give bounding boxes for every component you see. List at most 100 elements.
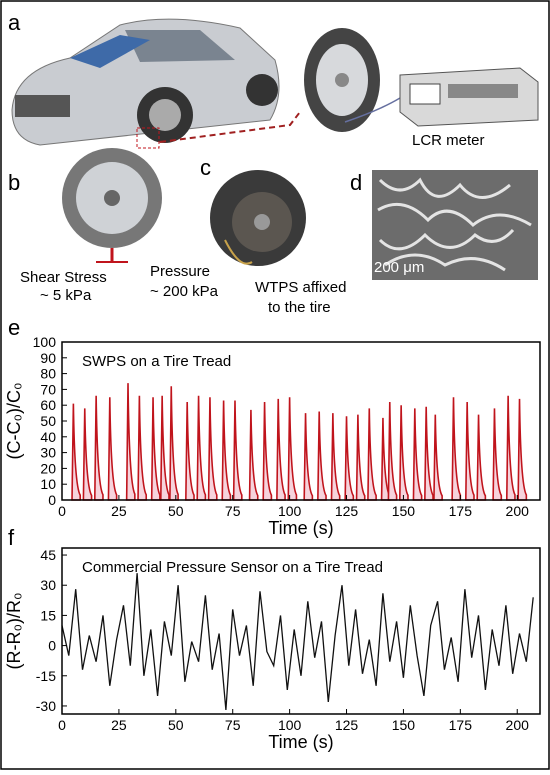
x-tick-label: 25 (111, 503, 127, 519)
spike (196, 395, 207, 501)
x-tick-label: 50 (168, 503, 184, 519)
annotation: SWPS on a Tire Tread (82, 353, 231, 370)
panel-label: c (200, 155, 211, 180)
pressure-value: ~ 200 kPa (150, 283, 219, 300)
y-tick-label: 60 (40, 397, 56, 413)
annotation: Commercial Pressure Sensor on a Tire Tre… (82, 559, 383, 576)
sem-image (372, 170, 538, 280)
spike (262, 402, 273, 501)
spike (248, 409, 259, 501)
x-tick-label: 75 (225, 503, 241, 519)
y-tick-label: 100 (33, 334, 57, 350)
wire (344, 97, 401, 123)
panel-label: e (8, 315, 20, 340)
spike (412, 408, 423, 501)
spike (398, 405, 409, 501)
spike (221, 400, 232, 501)
panel-label: b (8, 170, 20, 195)
x-tick-label: 0 (58, 503, 66, 519)
panel-label: a (8, 10, 21, 35)
x-tick-label: 150 (392, 717, 416, 733)
y-tick-label: 30 (40, 577, 56, 593)
spike (93, 395, 104, 501)
y-tick-label: 40 (40, 429, 56, 445)
lcr-meter (399, 67, 539, 127)
x-tick-label: 50 (168, 717, 184, 733)
x-tick-label: 125 (335, 503, 359, 519)
spike (125, 383, 136, 501)
y-tick-label: 20 (40, 460, 56, 476)
dashed-arrow (159, 111, 301, 143)
spike (303, 413, 314, 501)
x-tick-label: 175 (449, 717, 473, 733)
x-tick-label: 200 (506, 717, 530, 733)
spike (207, 397, 218, 501)
car-illustration (11, 18, 280, 149)
pressure-label: Pressure (150, 263, 210, 280)
y-tick-label: 0 (48, 638, 56, 654)
shear-label: Shear Stress (20, 269, 107, 286)
spike (476, 414, 487, 501)
x-tick-label: 100 (278, 717, 302, 733)
wheel-illustration (62, 148, 162, 263)
y-axis-title: (R-R₀)/R₀ (4, 593, 24, 670)
plot-frame (61, 547, 541, 715)
y-tick-label: 80 (40, 366, 56, 382)
spike (451, 397, 462, 501)
spike (107, 397, 118, 501)
spike (276, 398, 286, 501)
spike (287, 397, 298, 501)
x-axis-title: Time (s) (268, 518, 333, 538)
x-tick-label: 100 (278, 503, 302, 519)
x-tick-label: 175 (449, 503, 473, 519)
spike (330, 413, 341, 501)
y-tick-label: -30 (36, 698, 56, 714)
tire-photo (210, 170, 306, 266)
y-tick-label: 0 (48, 492, 56, 508)
x-tick-label: 150 (392, 503, 416, 519)
x-tick-label: 75 (225, 717, 241, 733)
y-tick-label: 50 (40, 413, 56, 429)
x-tick-label: 200 (506, 503, 530, 519)
x-tick-label: 25 (111, 717, 127, 733)
x-tick-label: 125 (335, 717, 359, 733)
spike (159, 395, 170, 501)
panel-label: f (8, 525, 15, 550)
tire-illustration (304, 28, 380, 132)
spike (344, 416, 355, 501)
x-axis-title: Time (s) (268, 732, 333, 752)
y-tick-label: 70 (40, 381, 56, 397)
spike (433, 414, 443, 501)
spike (185, 402, 195, 501)
spike (150, 397, 161, 501)
spike (355, 414, 366, 501)
spike (517, 398, 528, 501)
x-tick-label: 0 (58, 717, 66, 733)
y-tick-label: 10 (40, 476, 56, 492)
spike (387, 402, 398, 501)
shear-value: ~ 5 kPa (40, 287, 92, 304)
spike (169, 386, 179, 501)
panel-label: d (350, 170, 362, 195)
spike (82, 408, 93, 501)
spike (505, 395, 516, 501)
scale-bar-label: 200 μm (374, 259, 424, 276)
spike (71, 403, 82, 501)
y-tick-label: 90 (40, 350, 56, 366)
spike (424, 406, 434, 501)
spike (367, 408, 377, 501)
caption: WTPS affixed (255, 279, 346, 296)
y-axis-title: (C-C₀)/C₀ (4, 383, 24, 460)
spike (317, 411, 327, 501)
meter-label: LCR meter (412, 132, 485, 149)
y-tick-label: -15 (36, 668, 56, 684)
spike (137, 395, 148, 501)
y-tick-label: 15 (40, 607, 56, 623)
spike (464, 402, 475, 501)
y-tick-label: 45 (40, 547, 56, 563)
spike (492, 408, 503, 501)
signal-line (61, 573, 534, 711)
y-tick-label: 30 (40, 445, 56, 461)
spike (232, 400, 243, 501)
